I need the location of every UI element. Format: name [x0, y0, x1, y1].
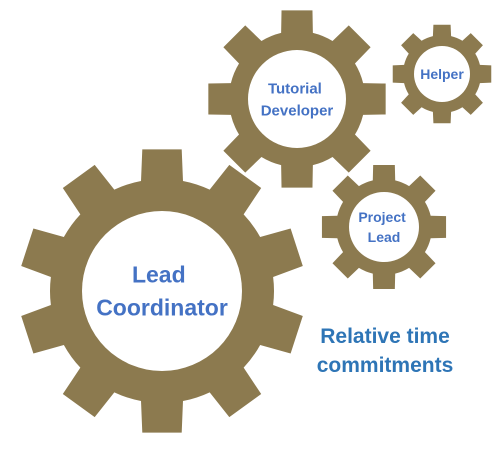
gear-tutorial-developer-label-line1: Tutorial [268, 80, 322, 97]
gear-project-lead-label: Project Lead [358, 209, 409, 245]
gear-tutorial-developer: Tutorial Developer [208, 10, 386, 188]
gear-project-lead: Project Lead [321, 164, 447, 290]
caption-line-2: commitments [317, 354, 454, 377]
gear-tutorial-developer-hole [248, 50, 346, 148]
gear-lead-coordinator-label: Lead Coordinator [96, 262, 228, 321]
caption-line-1: Relative time [320, 325, 450, 348]
gear-project-lead-hole [349, 192, 419, 262]
gear-helper-label-line1: Helper [420, 66, 464, 82]
gear-lead-coordinator-label-line2: Coordinator [96, 295, 228, 321]
gear-lead-coordinator-hole [82, 211, 242, 371]
gear-tutorial-developer-label-line2: Developer [261, 102, 334, 119]
gear-helper: Helper [392, 24, 492, 124]
gear-project-lead-label-line1: Project [358, 209, 406, 225]
gear-helper-hole [414, 46, 470, 102]
gear-project-lead-label-line2: Lead [368, 229, 401, 245]
gear-tutorial-developer-label: Tutorial Developer [261, 80, 334, 119]
gear-lead-coordinator-label-line1: Lead [132, 262, 186, 288]
gear-lead-coordinator: Lead Coordinator [21, 149, 303, 433]
gear-helper-label: Helper [420, 66, 464, 82]
